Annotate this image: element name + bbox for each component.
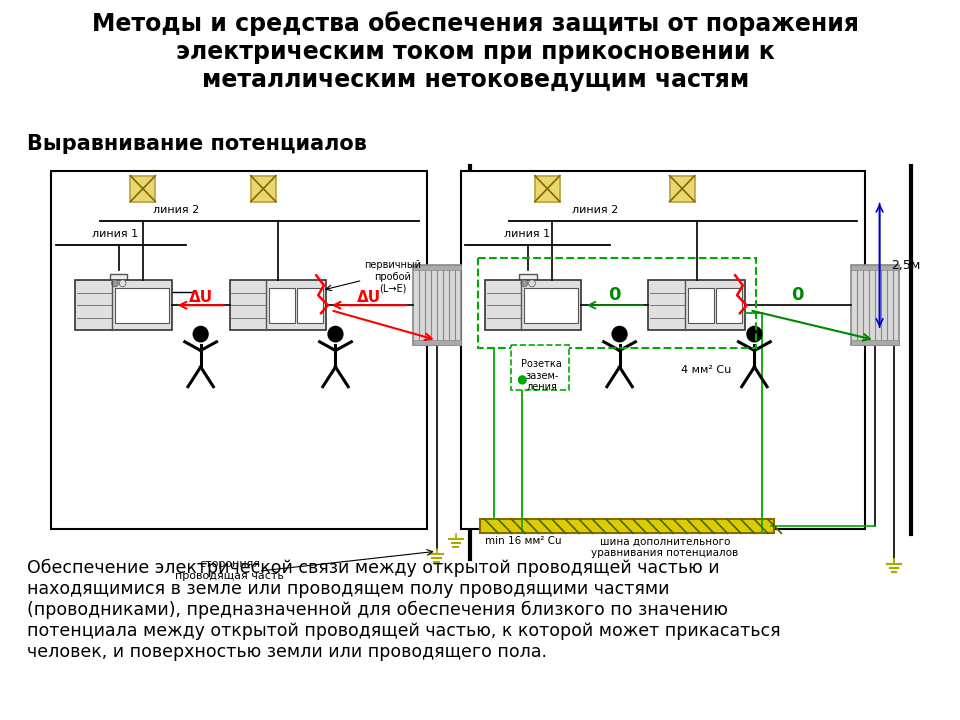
Bar [115,288,169,323]
Bar [851,266,899,270]
Bar [297,288,323,323]
Circle shape [111,280,118,287]
Bar [413,266,461,270]
Bar [511,345,568,390]
Text: сторонняя
проводящая часть: сторонняя проводящая часть [175,559,284,581]
Circle shape [328,326,343,342]
Text: 4 мм² Cu: 4 мм² Cu [681,365,732,375]
Circle shape [518,376,526,384]
Text: 0: 0 [791,287,804,305]
Circle shape [529,280,536,287]
Bar [670,176,695,202]
Bar [716,288,742,323]
Bar [251,176,276,202]
Text: ΔU: ΔU [188,289,213,305]
Text: Обеспечение электрической связи между открытой проводящей частью и
находящимися : Обеспечение электрической связи между от… [27,559,780,661]
Bar [413,266,461,345]
Bar [76,280,172,330]
Text: Розетка
зазем-
ления: Розетка зазем- ления [521,359,562,392]
Text: Методы и средства обеспечения защиты от поражения
электрическим током при прикос: Методы и средства обеспечения защиты от … [91,12,858,91]
Bar [648,280,745,330]
Circle shape [119,280,126,287]
Bar [851,266,899,345]
Bar [131,176,156,202]
Text: 0: 0 [609,287,621,305]
Text: линия 1: линия 1 [504,230,550,240]
Bar [413,341,461,345]
Bar [535,176,560,202]
Circle shape [612,326,627,342]
Bar [269,288,295,323]
Text: Выравнивание потенциалов: Выравнивание потенциалов [27,134,368,154]
Bar [229,280,325,330]
Text: ΔU: ΔU [357,289,381,305]
Text: линия 2: линия 2 [572,204,618,215]
Text: min 16 мм² Cu: min 16 мм² Cu [485,536,562,546]
Bar [478,258,756,348]
Bar [110,274,128,292]
Bar [519,274,537,292]
Bar [485,280,581,330]
Text: первичный
пробой
(L→E): первичный пробой (L→E) [365,261,421,294]
Bar [52,171,427,529]
Text: 2,5м: 2,5м [891,259,921,272]
Text: линия 2: линия 2 [154,204,200,215]
Circle shape [521,280,528,287]
Text: шина дополнительного
уравнивания потенциалов: шина дополнительного уравнивания потенци… [591,536,738,558]
Bar [688,288,714,323]
Circle shape [193,326,208,342]
Bar [851,341,899,345]
Bar [461,171,865,529]
Text: линия 1: линия 1 [92,230,138,240]
Bar [524,288,578,323]
Bar [480,519,774,534]
Circle shape [747,326,762,342]
